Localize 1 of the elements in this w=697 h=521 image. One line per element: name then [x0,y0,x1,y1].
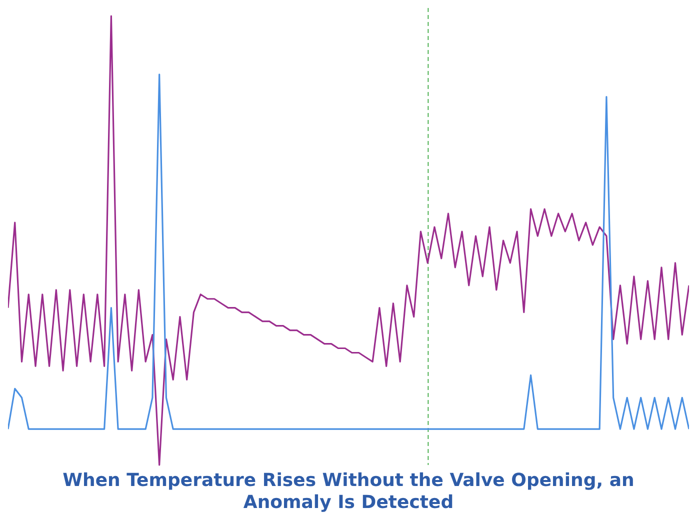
text: When Temperature Rises Without the Valve Opening, an Anomaly Is Detected [62,470,634,513]
